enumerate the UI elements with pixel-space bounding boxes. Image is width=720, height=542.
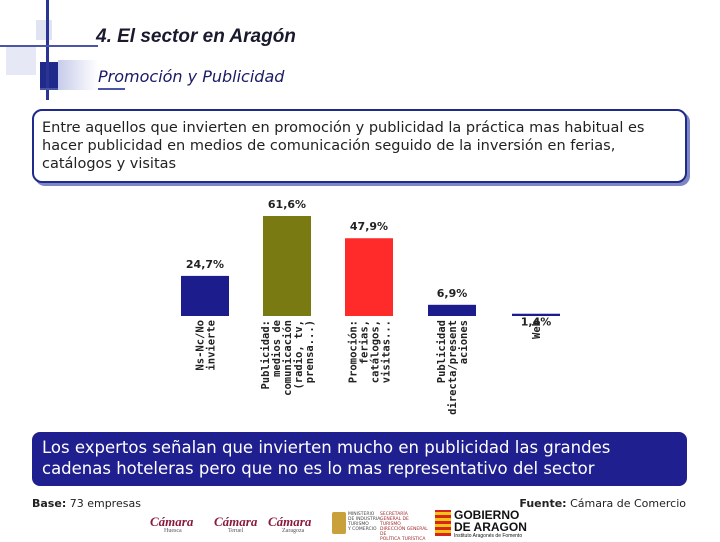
bar-value-label-4: 1,4% xyxy=(521,316,552,329)
bar-value-label-3: 6,9% xyxy=(437,287,468,300)
source-label: Fuente: xyxy=(519,497,567,510)
camara-teruel-logo: Cámara Teruel xyxy=(214,514,258,534)
header-decoration xyxy=(0,0,720,100)
base-value: 73 empresas xyxy=(69,497,141,510)
category-label-1: Publicidad:medios decomunicación(radio, … xyxy=(260,320,316,396)
bar-0 xyxy=(181,275,229,316)
secretaria-turismo-logo: SECRETARÍA GENERAL DE TURISMO DIRECCIÓN GE… xyxy=(380,512,428,542)
gobierno-aragon-logo: GOBIERNO DE ARAGON Instituto Aragonés de … xyxy=(454,508,527,539)
camara-huesca-logo: Cámara Huesca xyxy=(150,514,194,534)
ministerio-logo: MINISTERIO DE INDUSTRIA, TURISMO Y COMERCIO xyxy=(348,512,382,532)
svg-text:Publicidad:medios decomunicaci: Publicidad:medios decomunicación(radio, … xyxy=(260,320,316,396)
source-value: Cámara de Comercio xyxy=(570,497,686,510)
logo-strip: Cámara Huesca Cámara Teruel Cámara Zaragoza… xyxy=(150,508,690,542)
aragon-crest-icon xyxy=(435,510,451,536)
category-label-3: Publicidaddirecta/presentaciones xyxy=(436,320,470,415)
category-label-0: Ns-Nc/Noinvierte xyxy=(195,320,218,371)
bar-value-label-0: 24,7% xyxy=(186,258,224,271)
bar-value-label-2: 47,9% xyxy=(350,220,388,233)
base-label: Base: xyxy=(32,497,67,510)
source-note: Fuente: Cámara de Comercio xyxy=(519,497,686,510)
category-label-2: Promoción:ferias,catálogos,visitas... xyxy=(348,320,393,383)
callout-text: Los expertos señalan que invierten mucho… xyxy=(42,438,611,478)
bar-4 xyxy=(512,313,560,316)
svg-text:Web: Web xyxy=(531,320,543,339)
bar-2 xyxy=(345,238,393,316)
bar-1 xyxy=(263,216,311,316)
page-title: 4. El sector en Aragón xyxy=(96,26,296,47)
intro-text: Entre aquellos que invierten en promoció… xyxy=(42,120,645,172)
svg-text:Promoción:ferias,catálogos,vis: Promoción:ferias,catálogos,visitas... xyxy=(348,320,393,383)
bar-3 xyxy=(428,304,476,316)
svg-text:Ns-Nc/Noinvierte: Ns-Nc/Noinvierte xyxy=(195,320,218,371)
base-note: Base: 73 empresas xyxy=(32,497,141,510)
page-subtitle: Promoción y Publicidad xyxy=(98,67,285,86)
intro-text-box: Entre aquellos que invierten en promoció… xyxy=(32,109,687,183)
spain-crest-icon xyxy=(332,512,346,534)
svg-text:Publicidaddirecta/presentacion: Publicidaddirecta/presentaciones xyxy=(436,320,470,415)
camara-zaragoza-logo: Cámara Zaragoza xyxy=(268,514,312,534)
bar-value-label-1: 61,6% xyxy=(268,198,306,211)
callout-box: Los expertos señalan que invierten mucho… xyxy=(32,432,687,486)
category-label-4: Web xyxy=(531,320,543,339)
